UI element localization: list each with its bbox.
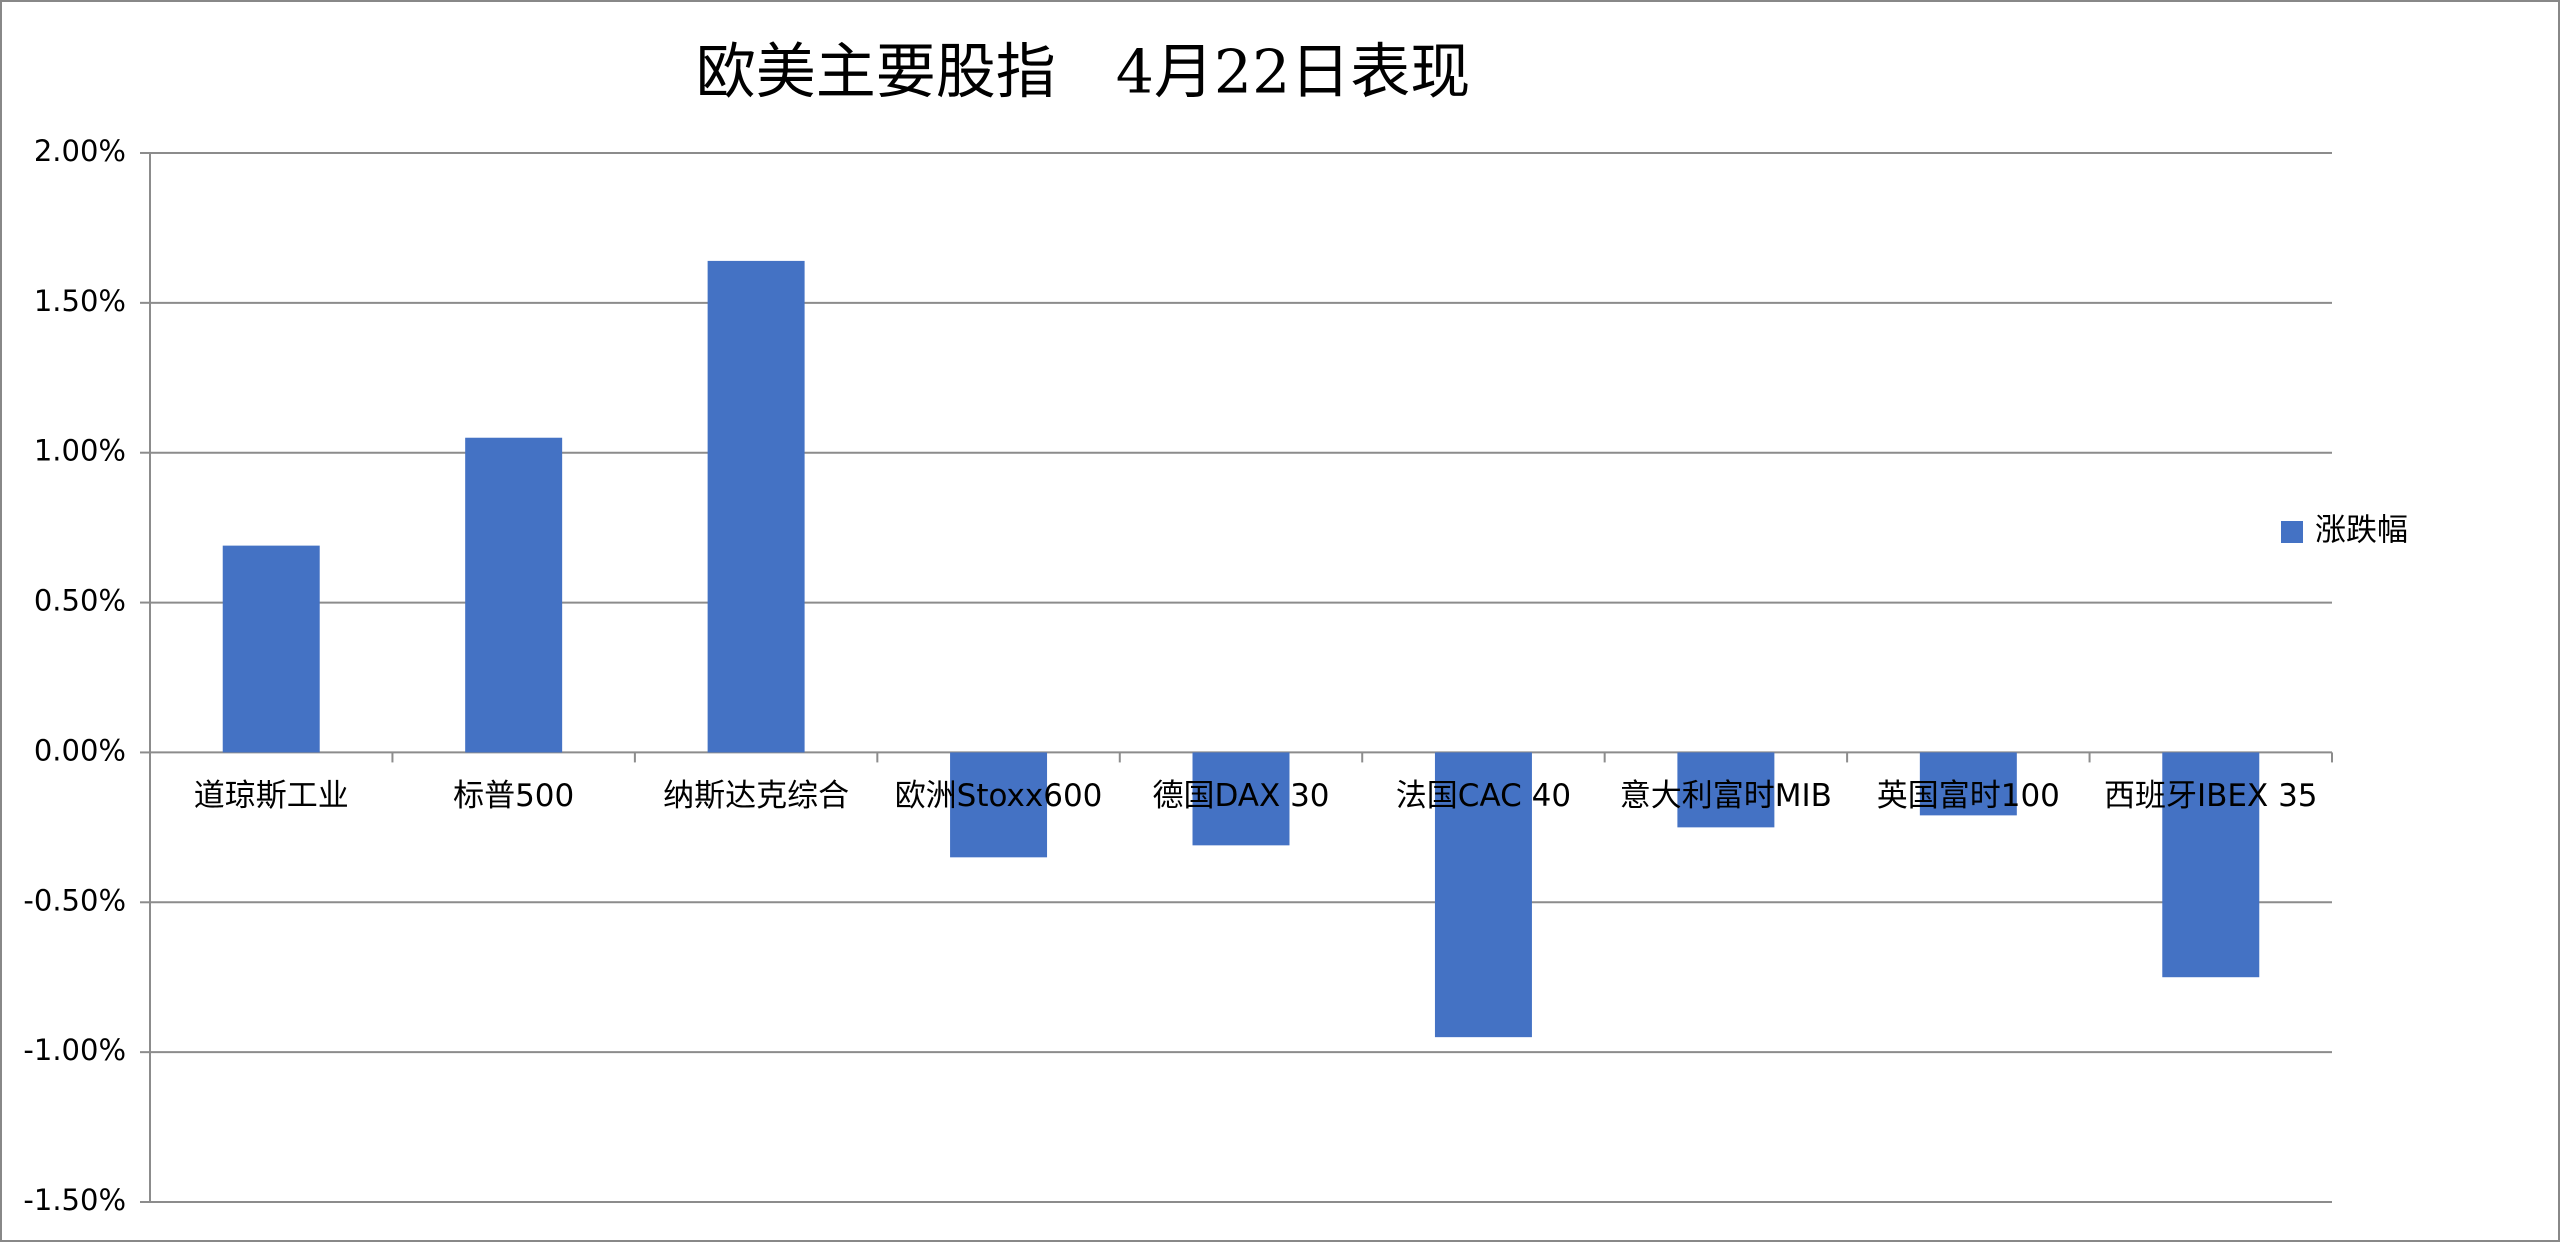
legend-label: 涨跌幅 <box>2315 513 2408 549</box>
bar <box>1434 752 1532 1038</box>
x-tick-label: 欧洲Stoxx600 <box>895 778 1103 814</box>
y-tick-label: -1.50% <box>23 1183 126 1217</box>
y-tick-label: 1.50% <box>34 284 126 318</box>
x-tick-label: 标普500 <box>453 778 574 814</box>
bar <box>222 545 320 753</box>
x-tick-label: 西班牙IBEX 35 <box>2104 778 2318 814</box>
y-tick-label: -0.50% <box>23 883 126 917</box>
y-tick-label: 1.00% <box>34 434 126 468</box>
y-tick-label: 0.00% <box>34 733 126 767</box>
y-tick-label: 0.50% <box>34 584 126 618</box>
bar <box>1192 752 1290 846</box>
x-tick-label: 法国CAC 40 <box>1396 778 1571 814</box>
bar <box>950 752 1048 858</box>
bar <box>1677 752 1775 828</box>
x-tick-label: 英国富时100 <box>1877 778 2060 814</box>
chart-title: 欧美主要股指 4月22日表现 <box>696 38 1471 108</box>
bar <box>1919 752 2017 816</box>
bar <box>707 260 805 753</box>
x-tick-label: 德国DAX 30 <box>1152 778 1329 814</box>
bar <box>465 437 563 753</box>
y-tick-label: 2.00% <box>34 134 126 168</box>
x-tick-label: 纳斯达克综合 <box>663 778 849 814</box>
x-tick-label: 意大利富时MIB <box>1620 778 1832 814</box>
bar <box>2162 752 2260 978</box>
legend-swatch <box>2281 521 2303 543</box>
y-tick-label: -1.00% <box>23 1033 126 1067</box>
x-tick-label: 道琼斯工业 <box>194 778 349 814</box>
